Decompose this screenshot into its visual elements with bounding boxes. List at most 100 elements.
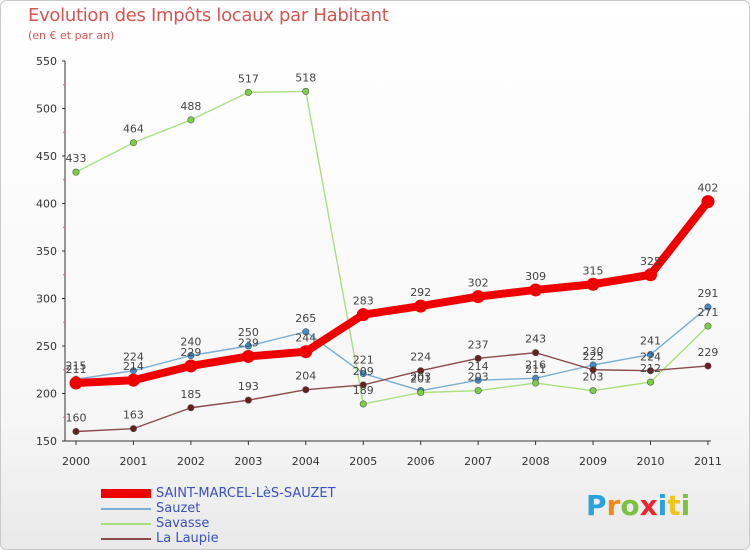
- legend-swatch-saint-marcel: [101, 489, 151, 498]
- data-label-la-laupie: 193: [238, 380, 259, 393]
- chart-title: Evolution des Impôts locaux par Habitant: [28, 5, 389, 26]
- data-point-la-laupie: [704, 362, 712, 370]
- chart-subtitle: (en € et par an): [28, 29, 115, 42]
- data-label-saint-marcel-l-s-sauzet: 211: [66, 363, 87, 376]
- x-tick-label: 2003: [234, 455, 262, 468]
- data-point-saint-marcel-l-s-sauzet: [644, 268, 657, 282]
- x-tick-label: 2008: [522, 455, 550, 468]
- data-point-saint-marcel-l-s-sauzet: [471, 290, 485, 304]
- data-label-savasse: 488: [180, 100, 201, 113]
- series-line-saint-marcel-l-s-sauzet: [72, 197, 712, 388]
- y-tick-label: 150: [36, 435, 57, 448]
- logo-letter: i: [680, 489, 691, 522]
- x-tick-label: 2007: [464, 455, 492, 468]
- data-point-savasse: [187, 116, 195, 124]
- series-line-la-laupie: [75, 351, 709, 433]
- x-tick-label: 2004: [292, 455, 320, 468]
- y-tick-label: 250: [36, 340, 57, 353]
- x-tick-label: 2006: [407, 455, 435, 468]
- x-tick-label: 2009: [579, 455, 607, 468]
- data-label-savasse: 203: [583, 371, 604, 384]
- data-point-la-laupie: [589, 366, 597, 374]
- data-label-la-laupie: 160: [66, 412, 87, 425]
- data-point-savasse: [302, 87, 310, 95]
- y-tick-label: 200: [36, 388, 57, 401]
- data-label-sauzet: 230: [583, 345, 604, 358]
- data-label-savasse: 211: [525, 363, 546, 376]
- data-point-sauzet: [244, 342, 252, 350]
- data-label-saint-marcel-l-s-sauzet: 239: [238, 336, 259, 349]
- data-label-saint-marcel-l-s-sauzet: 302: [468, 277, 489, 290]
- data-label-la-laupie: 225: [583, 350, 604, 363]
- data-point-saint-marcel-l-s-sauzet: [701, 195, 715, 209]
- data-point-sauzet: [187, 351, 195, 359]
- data-point-sauzet: [474, 376, 482, 384]
- data-point-saint-marcel-l-s-sauzet: [414, 299, 428, 313]
- data-point-savasse: [532, 379, 540, 387]
- y-tick-label: 500: [36, 103, 57, 116]
- data-point-savasse: [244, 88, 252, 96]
- data-point-savasse: [417, 389, 425, 397]
- data-point-saint-marcel-l-s-sauzet: [356, 308, 370, 322]
- data-point-la-laupie: [302, 386, 310, 394]
- data-label-sauzet: 291: [697, 287, 718, 300]
- data-point-saint-marcel-l-s-sauzet: [184, 359, 198, 373]
- x-tick-label: 2010: [637, 455, 665, 468]
- data-point-saint-marcel-l-s-sauzet: [529, 283, 543, 297]
- data-label-sauzet: 215: [66, 359, 87, 372]
- data-point-sauzet: [704, 303, 712, 311]
- data-point-savasse: [72, 168, 80, 176]
- data-label-sauzet: 240: [180, 336, 201, 349]
- x-tick-label: 2002: [177, 455, 205, 468]
- data-label-savasse: 433: [66, 152, 87, 165]
- data-label-sauzet: 224: [123, 351, 144, 364]
- legend-swatch-la-laupie: [101, 538, 151, 540]
- data-point-la-laupie: [359, 381, 367, 389]
- y-tick-label: 550: [36, 55, 57, 68]
- x-tick-label: 2000: [62, 455, 90, 468]
- data-label-saint-marcel-l-s-sauzet: 214: [123, 360, 144, 373]
- legend-swatch-savasse: [101, 523, 151, 525]
- y-tick-label: 350: [36, 245, 57, 258]
- data-label-saint-marcel-l-s-sauzet: 244: [295, 332, 316, 345]
- data-label-la-laupie: 204: [295, 370, 316, 383]
- y-tick-label: 300: [36, 293, 57, 306]
- data-point-saint-marcel-l-s-sauzet: [126, 373, 140, 387]
- data-point-savasse: [129, 139, 137, 147]
- data-label-sauzet: 214: [468, 360, 489, 373]
- data-label-savasse: 203: [468, 371, 489, 384]
- data-point-savasse: [474, 387, 482, 395]
- series-line-savasse: [75, 90, 709, 405]
- data-point-la-laupie: [646, 367, 654, 375]
- logo-letter: i: [657, 489, 668, 522]
- data-point-savasse: [646, 378, 654, 386]
- y-tick-label: 450: [36, 150, 57, 163]
- data-label-la-laupie: 229: [697, 346, 718, 359]
- x-tick-label: 2001: [119, 455, 147, 468]
- data-point-la-laupie: [129, 425, 137, 433]
- data-point-la-laupie: [244, 396, 252, 404]
- data-point-sauzet: [302, 328, 310, 336]
- logo-letter: x: [639, 489, 658, 522]
- data-label-la-laupie: 209: [353, 365, 374, 378]
- data-point-savasse: [589, 387, 597, 395]
- x-tick-label: 2005: [349, 455, 377, 468]
- y-tick-label: 400: [36, 198, 57, 211]
- data-label-savasse: 518: [295, 71, 316, 84]
- data-point-saint-marcel-l-s-sauzet: [241, 349, 255, 363]
- data-point-la-laupie: [532, 349, 540, 357]
- data-label-savasse: 212: [640, 362, 661, 375]
- data-label-sauzet: 216: [525, 358, 546, 371]
- logo-letter: r: [606, 489, 621, 522]
- data-label-savasse: 189: [353, 384, 374, 397]
- data-point-la-laupie: [72, 427, 80, 435]
- data-point-saint-marcel-l-s-sauzet: [299, 345, 313, 359]
- data-label-saint-marcel-l-s-sauzet: 229: [180, 346, 201, 359]
- legend-swatch-sauzet: [101, 508, 151, 510]
- data-label-la-laupie: 237: [468, 338, 489, 351]
- data-point-saint-marcel-l-s-sauzet: [69, 376, 83, 390]
- legend-label-sauzet: Sauzet: [156, 501, 201, 516]
- data-label-savasse: 271: [697, 306, 718, 319]
- data-point-saint-marcel-l-s-sauzet: [586, 277, 600, 291]
